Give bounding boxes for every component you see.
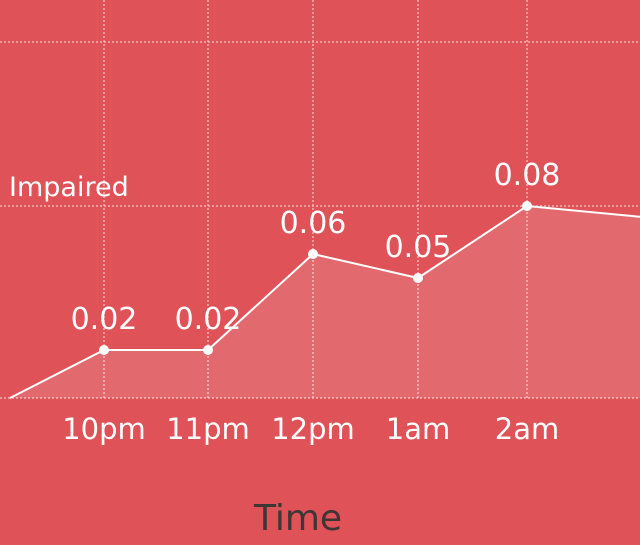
x-tick-label: 2am xyxy=(495,412,559,446)
data-value-label: 0.02 xyxy=(71,302,138,337)
data-point-marker xyxy=(308,249,318,259)
x-axis-title: Time xyxy=(253,498,342,539)
data-value-label: 0.05 xyxy=(385,230,452,265)
data-value-label: 0.08 xyxy=(494,158,561,193)
data-markers xyxy=(99,201,532,355)
reference-line-label: Impaired xyxy=(9,172,129,203)
data-point-marker xyxy=(413,273,423,283)
data-point-marker xyxy=(203,345,213,355)
data-point-marker xyxy=(99,345,109,355)
data-value-label: 0.06 xyxy=(280,206,347,241)
data-point-marker xyxy=(522,201,532,211)
data-labels: 0.02 0.02 0.06 0.05 0.08 xyxy=(71,158,561,337)
x-tick-label: 10pm xyxy=(62,412,146,446)
x-tick-labels: 10pm 11pm 12pm 1am 2am xyxy=(62,412,559,446)
x-tick-label: 11pm xyxy=(166,412,250,446)
x-tick-label: 1am xyxy=(386,412,450,446)
data-value-label: 0.02 xyxy=(175,302,242,337)
x-tick-label: 12pm xyxy=(271,412,355,446)
